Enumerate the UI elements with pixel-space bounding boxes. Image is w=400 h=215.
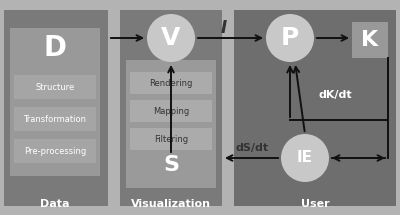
Text: Pre-processing: Pre-processing xyxy=(24,146,86,155)
Bar xyxy=(234,10,396,206)
Bar xyxy=(4,10,108,206)
Text: D: D xyxy=(44,34,66,62)
Text: S: S xyxy=(163,155,179,175)
Text: K: K xyxy=(362,30,378,50)
Bar xyxy=(130,128,212,150)
Bar xyxy=(130,100,212,122)
Bar xyxy=(352,22,388,58)
Text: dS/dt: dS/dt xyxy=(236,143,268,153)
Text: I: I xyxy=(221,19,227,37)
Text: Structure: Structure xyxy=(35,83,75,92)
Bar xyxy=(130,72,212,94)
Text: V: V xyxy=(161,26,181,50)
Circle shape xyxy=(281,134,329,182)
Text: Mapping: Mapping xyxy=(153,106,189,115)
Text: Data: Data xyxy=(40,199,70,209)
Circle shape xyxy=(266,14,314,62)
Text: P: P xyxy=(281,26,299,50)
Text: Visualization: Visualization xyxy=(131,199,211,209)
Circle shape xyxy=(147,14,195,62)
Text: Transformation: Transformation xyxy=(24,115,86,123)
Bar xyxy=(14,139,96,163)
Bar xyxy=(14,75,96,99)
Text: dK/dt: dK/dt xyxy=(318,90,352,100)
Text: IE: IE xyxy=(297,150,313,166)
Text: User: User xyxy=(301,199,329,209)
Bar xyxy=(126,60,216,188)
Text: Rendering: Rendering xyxy=(149,78,193,88)
Bar xyxy=(14,107,96,131)
Text: Filtering: Filtering xyxy=(154,135,188,143)
Bar xyxy=(10,28,100,176)
Bar xyxy=(120,10,222,206)
